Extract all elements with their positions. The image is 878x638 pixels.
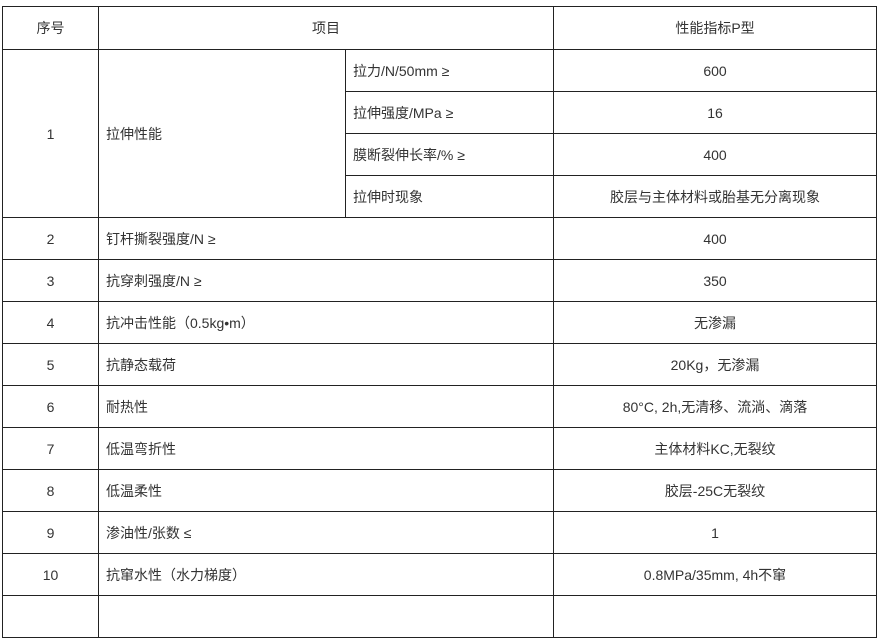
row-value: 主体材料KC,无裂纹: [553, 427, 877, 470]
row-value: 胶层-25C无裂纹: [553, 469, 877, 512]
table-row: 2 钉杆撕裂强度/N ≥400: [2, 217, 877, 260]
sub-item: 膜断裂伸长率/% ≥: [345, 133, 554, 176]
sub-item: 拉伸时现象: [345, 175, 554, 218]
table-row: 拉伸时现象 胶层与主体材料或胎基无分离现象: [3, 175, 877, 218]
table-row: 9 渗油性/张数 ≤1: [2, 511, 877, 554]
row-item: 抗穿刺强度/N ≥: [98, 259, 554, 302]
sub-item: 拉力/N/50mm ≥: [345, 49, 554, 92]
table-row: 6 耐热性 80°C, 2h,无清移、流淌、滴落: [2, 385, 877, 428]
row-no: 7: [2, 427, 99, 470]
row-no: 1: [2, 49, 99, 218]
row-no: 10: [2, 553, 99, 596]
row-value: 16: [553, 91, 877, 134]
row-value: 400: [553, 217, 877, 260]
table-header: 序号 项目 性能指标P型: [2, 6, 877, 50]
table-row: 5 抗静态载荷 20Kg，无渗漏: [2, 343, 877, 386]
performance-table: 序号 项目 性能指标P型 1 拉伸性能 拉力/N/50mm ≥ 600 拉伸强度…: [2, 6, 877, 638]
row-item: 抗冲击性能（0.5kg•m）: [98, 301, 554, 344]
row-value: 80°C, 2h,无清移、流淌、滴落: [553, 385, 877, 428]
row-item: 低温柔性: [98, 469, 554, 512]
row-value: 20Kg，无渗漏: [553, 343, 877, 386]
row-no: 3: [2, 259, 99, 302]
row-item: 抗窜水性（水力梯度）: [98, 553, 554, 596]
row-item: 抗静态载荷: [98, 343, 554, 386]
row-value: 无渗漏: [553, 301, 877, 344]
row-value: 400: [553, 133, 877, 176]
row-item: 耐热性: [98, 385, 554, 428]
table-row: 8 低温柔性 胶层-25C无裂纹: [2, 469, 877, 512]
table-row: 10 抗窜水性（水力梯度） 0.8MPa/35mm, 4h不窜: [2, 553, 877, 596]
row-no: 8: [2, 469, 99, 512]
row-item: 钉杆撕裂强度/N ≥: [98, 217, 554, 260]
table-row: 1 拉伸性能 拉力/N/50mm ≥ 600: [2, 49, 877, 218]
header-value: 性能指标P型: [553, 6, 877, 50]
table-row: 拉伸强度/MPa ≥ 16: [3, 91, 877, 134]
table-row: 7 低温弯折性 主体材料KC,无裂纹: [2, 427, 877, 470]
table-row: 膜断裂伸长率/% ≥ 400: [3, 133, 877, 176]
header-item: 项目: [98, 6, 554, 50]
sub-item: 拉伸强度/MPa ≥: [345, 91, 554, 134]
row-value: 1: [553, 511, 877, 554]
header-no: 序号: [2, 6, 99, 50]
row-no: 2: [2, 217, 99, 260]
row-value: 胶层与主体材料或胎基无分离现象: [553, 175, 877, 218]
row-value: 0.8MPa/35mm, 4h不窜: [553, 553, 877, 596]
row-item: 拉伸性能: [98, 49, 346, 218]
row-no: 4: [2, 301, 99, 344]
table-row: 3 抗穿刺强度/N ≥350: [2, 259, 877, 302]
row-value: 600: [553, 49, 877, 92]
row-item: [98, 595, 554, 638]
row-value: [553, 595, 877, 638]
row-value: 350: [553, 259, 877, 302]
table-row: 4 抗冲击性能（0.5kg•m） 无渗漏: [2, 301, 877, 344]
row-no: 6: [2, 385, 99, 428]
row-no: 9: [2, 511, 99, 554]
row-item: 渗油性/张数 ≤: [98, 511, 554, 554]
table-row-partial: [2, 595, 877, 638]
row-item: 低温弯折性: [98, 427, 554, 470]
row-no: 5: [2, 343, 99, 386]
row-no: [2, 595, 99, 638]
